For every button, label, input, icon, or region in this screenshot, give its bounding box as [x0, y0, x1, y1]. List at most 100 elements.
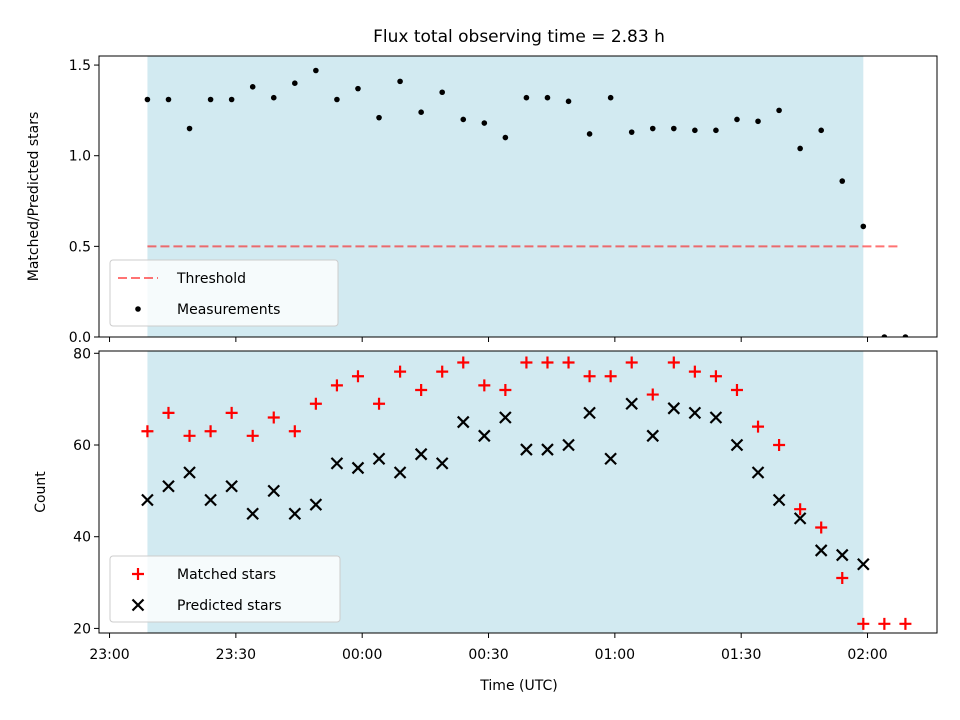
matched-star-point: [288, 425, 301, 438]
x-tick-label: 00:00: [342, 647, 382, 663]
matched-star-point: [688, 365, 701, 378]
matched-star-point: [794, 503, 807, 516]
measurement-point: [734, 116, 740, 123]
matched-star-point: [373, 397, 386, 410]
matched-star-point: [625, 356, 638, 369]
matched-star-point: [520, 356, 533, 369]
measurement-point: [671, 125, 677, 132]
predicted-star-point: [478, 429, 491, 443]
matched-star-point: [899, 617, 912, 630]
axes-frame: [98, 350, 938, 634]
matched-star-point: [773, 439, 786, 451]
ratio-panel: 0.0 0.5 1.0 1.5 Matched/Predicted stars Thres…: [26, 55, 938, 346]
y-tick-label: 40: [73, 530, 91, 546]
predicted-star-point: [793, 512, 807, 525]
measurement-point: [249, 84, 256, 90]
predicted-star-point: [162, 479, 175, 493]
y-axis-label: Count: [33, 471, 49, 513]
matched-star-point: [415, 383, 428, 396]
measurement-point: [713, 127, 719, 134]
measurement-point: [439, 89, 446, 96]
legend: Matched stars Predicted stars: [109, 555, 341, 623]
measurement-point: [797, 145, 803, 152]
predicted-star-point: [309, 498, 323, 511]
matched-star-point: [351, 370, 364, 383]
matched-star-point: [141, 425, 154, 438]
matched-star-point: [836, 571, 849, 584]
legend-label: Predicted stars: [177, 598, 282, 614]
predicted-star-point: [435, 457, 449, 470]
predicted-star-point: [667, 402, 681, 415]
y-axis-label: Matched/Predicted stars: [26, 112, 42, 282]
legend-label: Measurements: [177, 302, 280, 318]
x-tick-label: 00:30: [468, 647, 508, 663]
plot-area: [141, 356, 912, 630]
predicted-star-point: [267, 484, 281, 498]
measurement-point: [902, 334, 909, 337]
measurement-point: [334, 96, 340, 103]
predicted-star-point: [730, 438, 744, 452]
matched-star-point: [752, 420, 765, 433]
measurement-point: [502, 134, 509, 141]
y-tick-label: 0.0: [69, 330, 91, 346]
measurement-point: [544, 94, 551, 101]
plot-area: [144, 67, 909, 337]
axes-frame: [98, 55, 938, 338]
legend-box: [109, 259, 339, 327]
y-tick-label: 20: [73, 621, 91, 637]
x-tick-label: 01:00: [595, 647, 635, 663]
matched-star-point: [457, 356, 470, 369]
predicted-star-point: [604, 452, 617, 466]
measurement-point: [355, 85, 361, 92]
matched-star-point: [857, 617, 870, 630]
legend-label: Matched stars: [177, 567, 276, 583]
matched-star-point: [225, 406, 238, 419]
measurement-point: [839, 178, 846, 184]
measurement-point: [523, 94, 530, 101]
y-tick-label: 1.5: [69, 58, 91, 74]
predicted-star-point: [183, 466, 196, 479]
x-axis-label: Time (UTC): [479, 678, 557, 694]
matched-star-point: [309, 397, 322, 410]
predicted-star-point: [372, 452, 386, 466]
matched-star-point: [478, 379, 491, 392]
chart-title: Flux total observing time = 2.83 h: [373, 27, 665, 47]
measurement-point: [776, 107, 782, 114]
matched-star-point: [604, 370, 617, 383]
predicted-star-point: [520, 443, 533, 456]
matched-star-point: [204, 425, 217, 438]
predicted-star-point: [414, 447, 428, 461]
measurement-point: [418, 109, 424, 115]
measurement-point: [860, 223, 867, 230]
matched-star-point: [730, 383, 743, 396]
y-tick-label: 0.5: [69, 239, 91, 255]
predicted-star-point: [857, 557, 870, 571]
matched-star-point: [583, 370, 596, 383]
measurement-point: [313, 67, 319, 74]
matched-star-point: [246, 429, 259, 442]
measurement-point: [607, 94, 614, 101]
x-tick-label: 23:30: [216, 647, 256, 663]
matched-star-point: [667, 356, 680, 369]
x-tick-label: 02:00: [847, 647, 887, 663]
measurement-point: [755, 118, 761, 125]
measurement-point: [628, 129, 635, 135]
measurement-point: [144, 96, 151, 103]
predicted-star-point: [225, 479, 238, 493]
legend-box: [109, 555, 341, 623]
predicted-star-point: [456, 415, 470, 429]
count-panel: 20 40 60 80 Count 23:00 23:30 00:00 00:30 01:00 01…: [33, 346, 938, 663]
measurement-point: [460, 116, 467, 123]
matched-star-point: [330, 379, 343, 392]
matched-star-point: [499, 383, 512, 396]
predicted-star-point: [709, 411, 723, 424]
measurement-point: [818, 127, 824, 134]
predicted-star-point: [814, 544, 828, 557]
measurement-point: [376, 114, 382, 121]
predicted-star-point: [541, 443, 554, 456]
predicted-star-point: [330, 457, 344, 470]
measurement-point: [397, 78, 403, 85]
y-tick-label: 60: [73, 438, 91, 454]
matched-star-point: [267, 411, 280, 424]
